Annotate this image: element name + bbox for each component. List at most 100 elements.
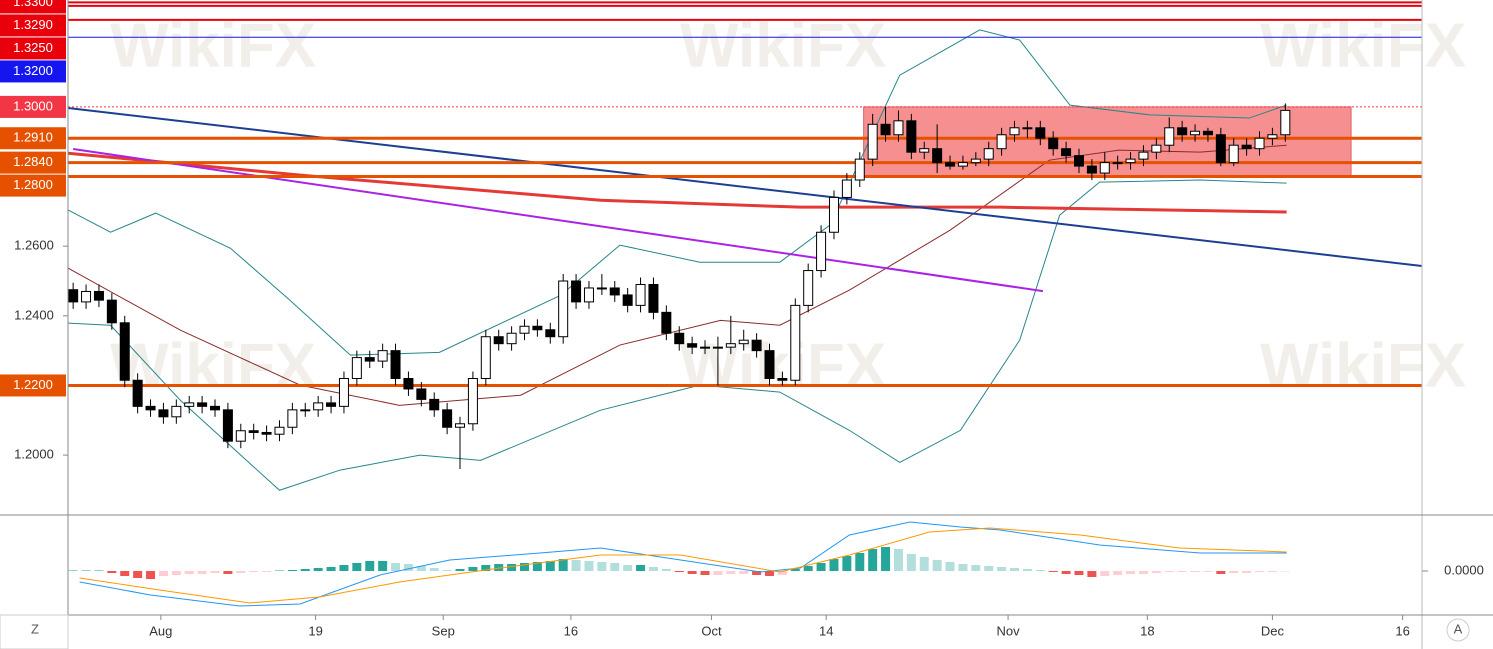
histogram-bar (365, 561, 375, 571)
histogram-bar (700, 571, 710, 575)
candle-body (493, 336, 504, 345)
level-label-box (0, 60, 66, 83)
zoom-button[interactable]: Z (31, 621, 39, 636)
histogram-bar (893, 549, 903, 571)
level-label-box (0, 174, 66, 197)
histogram-bar (687, 571, 697, 574)
candle-body (932, 148, 943, 164)
candle-body (545, 329, 556, 338)
histogram-bar (545, 561, 555, 571)
candle-body (635, 283, 646, 306)
histogram-bar (932, 560, 942, 571)
candle-body (274, 426, 285, 435)
histogram-bar (1190, 571, 1200, 572)
histogram-bar (94, 570, 104, 571)
histogram-bar (1151, 571, 1161, 573)
candle-body (1138, 151, 1149, 160)
candle-body (1086, 165, 1097, 174)
histogram-bar (300, 569, 310, 571)
histogram-bar (661, 569, 671, 571)
histogram-bar (81, 570, 91, 571)
candle-body (455, 423, 466, 428)
indicator-line (67, 106, 1423, 268)
indicator-line (73, 148, 1044, 293)
histogram-bar (352, 563, 362, 571)
candle-body (596, 287, 607, 290)
candle-body (351, 357, 362, 380)
candle-body (751, 339, 762, 352)
candle-body (1022, 127, 1033, 130)
candle-body (377, 350, 388, 362)
indicator-line (67, 29, 1287, 356)
level-label-box (0, 127, 66, 150)
y-tick-label: 0.0000 (1444, 562, 1484, 577)
watermark: WikiFX (680, 331, 886, 400)
candle-body (867, 123, 878, 160)
histogram-bar (378, 561, 388, 571)
histogram-bar (287, 570, 297, 571)
histogram-bar (945, 562, 955, 571)
candle-body (364, 357, 375, 362)
candle-body (983, 148, 994, 160)
candle-body (403, 378, 414, 390)
histogram-bar (726, 571, 736, 574)
level-label-box (0, 0, 66, 14)
histogram-bar (1216, 571, 1226, 574)
x-tick-label: 18 (1140, 623, 1154, 638)
histogram-bar (1035, 570, 1045, 571)
histogram-bar (739, 571, 749, 574)
candle-body (583, 287, 594, 303)
candle-body (906, 120, 917, 153)
histogram-bar (1126, 571, 1136, 574)
histogram-bar (958, 564, 968, 571)
x-tick-label: Oct (701, 623, 722, 638)
histogram-bar (674, 571, 684, 572)
histogram-bar (184, 571, 194, 574)
x-tick-label: Aug (149, 623, 172, 638)
histogram-bar (1048, 571, 1058, 572)
candle-body (1228, 144, 1239, 164)
candle-body (416, 388, 427, 400)
y-tick-label: 1.2400 (14, 307, 54, 322)
candle-body (764, 350, 775, 380)
candle-body (1099, 162, 1110, 174)
histogram-bar (816, 563, 826, 571)
histogram-bar (777, 571, 787, 575)
candle-body (390, 350, 401, 380)
watermarks: WikiFX WikiFX WikiFX WikiFX WikiFX WikiFX (110, 11, 1466, 400)
candle-body (1112, 162, 1123, 165)
candle-body (803, 270, 814, 306)
histogram-bar (648, 567, 658, 571)
histogram-bar (713, 571, 723, 575)
histogram-bar (906, 554, 916, 571)
candle-body (1177, 127, 1188, 136)
candle-body (261, 431, 272, 435)
plot-area (67, 1, 1423, 607)
candle-body (338, 378, 349, 407)
level-label: 1.3000 (13, 98, 53, 113)
histogram-bar (519, 563, 529, 571)
histogram-bar (1255, 571, 1265, 572)
histogram-bar (803, 566, 813, 571)
candle-body (1073, 155, 1084, 167)
candle-body (661, 311, 672, 334)
button-box[interactable] (0, 614, 69, 649)
watermark: WikiFX (110, 331, 316, 400)
indicator-line (67, 151, 1287, 214)
button-box[interactable] (1446, 618, 1470, 642)
histogram-bar (868, 549, 878, 571)
histogram-bar (158, 571, 168, 576)
histogram-bar (507, 564, 517, 571)
candle-body (1009, 127, 1020, 136)
histogram-bar (571, 560, 581, 571)
histogram-bar (68, 570, 78, 571)
auto-button[interactable]: A (1454, 621, 1463, 636)
histogram-bar (403, 564, 413, 571)
histogram-bar (1280, 571, 1290, 572)
level-label: 1.2800 (13, 177, 53, 192)
histogram-bar (455, 569, 465, 571)
candle-body (171, 405, 182, 418)
level-label: 1.3250 (13, 40, 53, 55)
level-label-box (0, 37, 66, 60)
candle-body (1048, 137, 1059, 150)
